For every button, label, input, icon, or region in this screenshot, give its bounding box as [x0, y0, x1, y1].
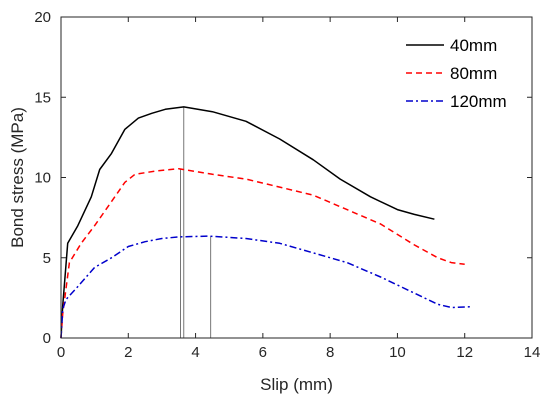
series-line-120mm [60, 235, 472, 339]
y-tick-label-20: 20 [34, 9, 51, 26]
y-tick-label-10: 10 [34, 170, 51, 187]
x-axis-title: Slip (mm) [260, 375, 333, 394]
series-lines [60, 106, 472, 339]
legend-label-120mm: 120mm [450, 92, 507, 111]
legend-label-80mm: 80mm [450, 64, 497, 83]
legend: 40mm 80mm 120mm [406, 36, 507, 111]
x-tick-label-8: 8 [326, 344, 334, 361]
x-tick-label-14: 14 [524, 344, 541, 361]
x-tick-label-6: 6 [259, 344, 267, 361]
y-tick-label-15: 15 [34, 89, 51, 106]
guide-lines [180, 106, 212, 338]
legend-label-40mm: 40mm [450, 36, 497, 55]
axis-ticks: 0 2 4 6 8 10 12 14 0 5 10 15 20 [34, 9, 540, 361]
x-tick-label-10: 10 [389, 344, 406, 361]
x-tick-label-2: 2 [124, 344, 132, 361]
y-tick-label-5: 5 [43, 250, 51, 267]
x-tick-label-0: 0 [57, 344, 65, 361]
y-axis-title: Bond stress (MPa) [8, 107, 27, 248]
y-tick-label-0: 0 [43, 330, 51, 347]
x-tick-label-4: 4 [191, 344, 199, 361]
series-line-40mm [60, 106, 435, 339]
x-tick-label-12: 12 [456, 344, 473, 361]
series-line-80mm [60, 167, 465, 339]
